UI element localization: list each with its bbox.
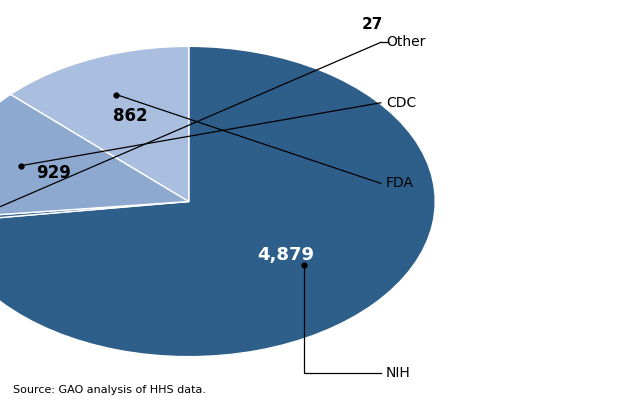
- Text: NIH: NIH: [386, 366, 411, 380]
- Wedge shape: [0, 202, 189, 222]
- Text: CDC: CDC: [386, 96, 416, 110]
- Wedge shape: [0, 46, 435, 357]
- Text: FDA: FDA: [386, 177, 414, 190]
- Wedge shape: [10, 46, 189, 202]
- Text: 27: 27: [362, 17, 383, 32]
- Text: Source: GAO analysis of HHS data.: Source: GAO analysis of HHS data.: [13, 385, 206, 395]
- Text: 4,879: 4,879: [257, 245, 314, 264]
- Text: 929: 929: [36, 164, 71, 182]
- Text: Other: Other: [386, 35, 426, 49]
- Text: 862: 862: [113, 107, 148, 125]
- Wedge shape: [0, 94, 189, 218]
